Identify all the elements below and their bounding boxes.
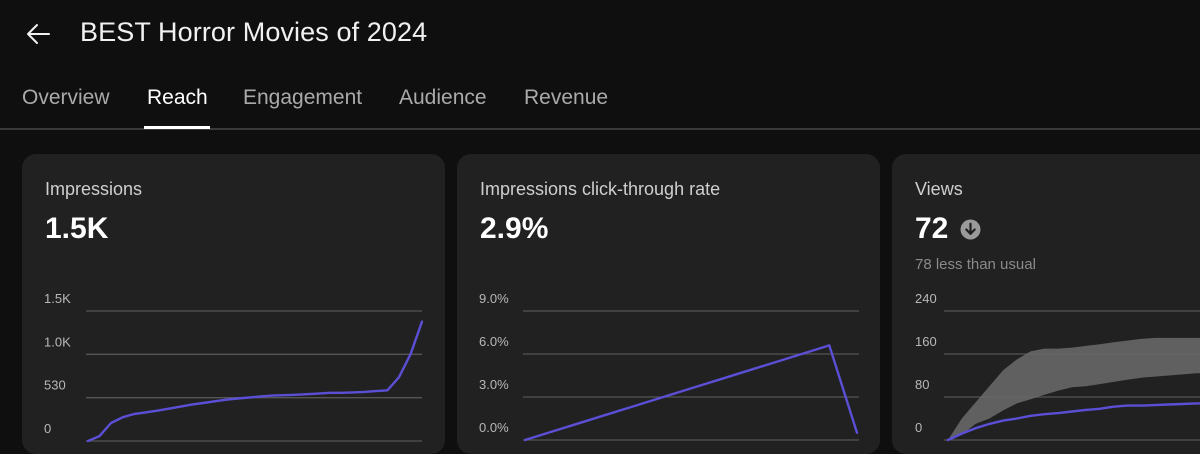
tab-audience[interactable]: Audience [399, 86, 487, 109]
views-chart-y-tick-label: 160 [915, 334, 937, 349]
views-chart-y-tick-label: 80 [915, 377, 929, 392]
tab-engagement[interactable]: Engagement [243, 86, 363, 109]
impressions-chart-y-tick-label: 1.0K [44, 334, 71, 349]
ctr-chart-series-line [523, 344, 859, 442]
tab-revenue[interactable]: Revenue [524, 86, 609, 109]
impressions-chart-y-tick-label: 530 [44, 378, 66, 393]
ctr-chart-y-tick-label: 6.0% [479, 334, 509, 349]
tab-overview[interactable]: Overview [22, 86, 110, 109]
views-chart-y-tick-label: 0 [915, 420, 922, 435]
ctr-value: 2.9% [480, 212, 549, 245]
ctr-chart: 9.0% 6.0% 3.0% 0.0% [479, 291, 859, 442]
active-tab-indicator [144, 126, 210, 129]
views-chart-typical-range-band [948, 337, 1200, 440]
tab-reach[interactable]: Reach [147, 86, 208, 109]
ctr-card[interactable]: Impressions click-through rate 2.9% 9.0%… [457, 154, 880, 454]
header: BEST Horror Movies of 2024 [0, 0, 1200, 70]
arrow-down-circle-icon [960, 219, 981, 240]
views-label: Views [915, 179, 963, 199]
impressions-chart-series-line [86, 320, 424, 443]
views-chart-series-line [946, 402, 1200, 442]
tab-bar: Overview Reach Engagement Audience Reven… [0, 70, 1200, 130]
views-card[interactable]: Views 72 78 less than usual 240 160 80 0 [892, 154, 1200, 454]
impressions-value: 1.5K [45, 212, 109, 245]
ctr-chart-y-tick-label: 9.0% [479, 291, 509, 306]
page-title: BEST Horror Movies of 2024 [80, 17, 428, 47]
views-chart: 240 160 80 0 [915, 291, 1200, 442]
impressions-chart-y-tick-label: 1.5K [44, 291, 71, 306]
impressions-chart-y-tick-label: 0 [44, 421, 51, 436]
ctr-chart-y-tick-label: 0.0% [479, 420, 509, 435]
ctr-chart-y-tick-label: 3.0% [479, 377, 509, 392]
ctr-label: Impressions click-through rate [480, 179, 721, 199]
impressions-card[interactable]: Impressions 1.5K 1.5K 1.0K 530 0 [22, 154, 445, 454]
views-chart-y-tick-label: 240 [915, 291, 937, 306]
views-value: 72 [915, 212, 949, 245]
arrow-back-icon[interactable] [22, 18, 54, 50]
impressions-chart: 1.5K 1.0K 530 0 [44, 291, 424, 443]
views-comparison-text: 78 less than usual [915, 256, 1036, 273]
impressions-label: Impressions [45, 179, 143, 199]
